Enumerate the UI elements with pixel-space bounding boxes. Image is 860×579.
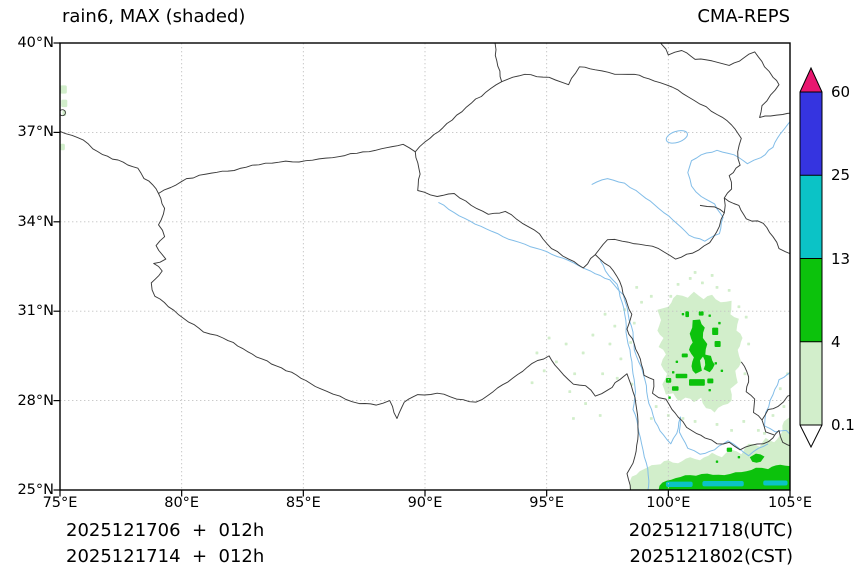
map-canvas — [53, 42, 791, 497]
plot-title: rain6, MAX (shaded) — [62, 6, 246, 27]
y-tick-label: 34°N — [17, 213, 54, 230]
footer-valid-utc: 2025121718(UTC) — [628, 520, 793, 541]
colorbar — [799, 66, 823, 449]
colorbar-tick-label: 0.1 — [831, 416, 855, 434]
colorbar-tick-label: 13 — [831, 249, 851, 268]
y-tick-label: 25°N — [17, 482, 54, 498]
colorbar-tick-label: 4 — [831, 332, 841, 351]
x-tick-label: 85°E — [285, 495, 321, 511]
footer-init-cst: 2025121714 + 012h — [66, 546, 265, 567]
x-tick-label: 90°E — [407, 495, 443, 511]
x-tick-label: 75°E — [42, 495, 78, 511]
y-tick-label: 31°N — [17, 303, 54, 320]
x-tick-label: 95°E — [529, 495, 565, 511]
footer-valid-cst: 2025121802(CST) — [629, 546, 793, 567]
y-tick-label: 28°N — [17, 392, 54, 409]
x-tick-label: 105°E — [767, 495, 813, 511]
model-name-label: CMA-REPS — [697, 6, 790, 27]
y-tick-label: 40°N — [17, 35, 54, 51]
colorbar-tick-label: 25 — [831, 166, 851, 185]
footer-init-utc: 2025121706 + 012h — [66, 520, 265, 541]
colorbar-tick-label: 60 — [831, 83, 851, 101]
x-tick-label: 100°E — [646, 495, 691, 511]
y-tick-label: 37°N — [17, 124, 54, 141]
x-tick-label: 80°E — [164, 495, 200, 511]
